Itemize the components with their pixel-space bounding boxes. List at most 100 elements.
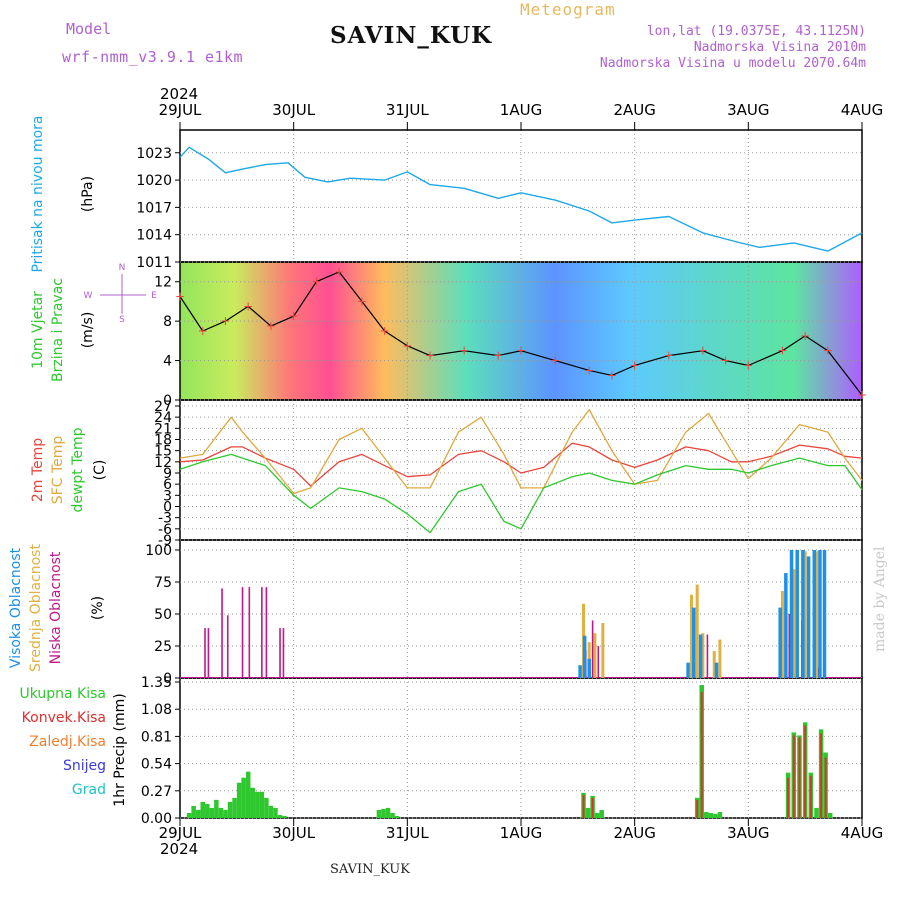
time-label-bottom: 2AUG xyxy=(613,824,655,842)
precip-bar xyxy=(390,812,395,818)
y-tick-label: 1.35 xyxy=(141,675,172,691)
cloud-bar xyxy=(706,634,709,678)
cloud-bar xyxy=(789,550,794,678)
precip-bar xyxy=(191,805,196,818)
y-tick-label: 12 xyxy=(154,455,172,471)
cloud-bar xyxy=(784,573,788,678)
y-tick-label: 0.00 xyxy=(141,811,172,827)
credit-label: made by Angel xyxy=(872,546,888,653)
precip-bar xyxy=(232,797,237,818)
cloud-bar xyxy=(714,662,719,678)
lonlat-label: lon,lat (19.0375E, 43.1125N) xyxy=(646,24,866,39)
year-label-bottom: 2024 xyxy=(160,840,198,858)
precip-bar xyxy=(792,735,795,818)
precip-bar xyxy=(394,815,400,818)
cloud-bar xyxy=(712,651,716,678)
compass-west: W xyxy=(84,291,93,301)
precip-bar xyxy=(700,692,703,818)
precip-bar xyxy=(585,807,591,818)
wind-gust-marker: + xyxy=(800,329,810,343)
temp-unit: (C) xyxy=(92,460,108,481)
cloud-bar xyxy=(780,590,784,678)
precip-bar xyxy=(814,807,819,818)
wind-gust-marker: + xyxy=(243,299,253,313)
temp-label-sfc: SFC Temp xyxy=(50,436,66,505)
wind-gust-marker: + xyxy=(425,349,435,363)
cloud-bar xyxy=(282,628,285,678)
wind-gust-marker: + xyxy=(311,275,321,289)
y-tick-label: 25 xyxy=(154,639,172,655)
y-tick-label: 6 xyxy=(163,477,172,493)
y-tick-label: 1014 xyxy=(136,228,172,244)
precip-bar xyxy=(798,737,801,818)
cloud-bar xyxy=(788,614,791,678)
wind-speed-line xyxy=(179,271,863,396)
precip-label-0: Ukupna Kisa xyxy=(19,686,106,702)
y-tick-label: 9 xyxy=(163,466,172,482)
compass-south: S xyxy=(119,315,125,325)
precip-axis-label: 1hr Precip (mm) xyxy=(112,693,128,806)
precip-bar xyxy=(787,777,790,818)
pressure-unit: (hPa) xyxy=(80,176,96,212)
time-label-bottom: 4AUG xyxy=(841,824,883,842)
y-tick-label: 0 xyxy=(163,500,172,516)
precip-bar xyxy=(227,801,233,818)
y-tick-label: 27 xyxy=(154,399,172,415)
precip-label-3: Snijeg xyxy=(63,758,106,774)
precip-bar xyxy=(273,807,278,818)
y-tick-label: 0.81 xyxy=(141,729,172,745)
model-altitude-label: Nadmorska Visina u modelu 2070.64m xyxy=(599,56,866,71)
y-tick-label: 12 xyxy=(154,275,172,291)
cloud-bar xyxy=(279,628,281,678)
time-label-bottom: 29JUL xyxy=(159,824,202,842)
cloud-bar xyxy=(803,551,807,678)
wind-gust-marker: + xyxy=(607,368,617,382)
temp-label-dew: dewpt Temp xyxy=(70,427,86,512)
cloud-bar xyxy=(806,556,811,678)
precip-label-2: Zaledj.Kisa xyxy=(29,734,106,750)
y-tick-label: 100 xyxy=(145,543,172,559)
model-label: Model xyxy=(66,20,112,38)
temp-line-0 xyxy=(179,442,863,487)
cloud-bar xyxy=(221,588,223,678)
cloud-bar xyxy=(582,635,587,678)
y-tick-label: 1.08 xyxy=(141,702,172,718)
y-tick-label: 18 xyxy=(154,433,172,449)
model-name: wrf-nmm_v3.9.1 e1km xyxy=(62,48,244,66)
pressure-line xyxy=(179,146,863,252)
cloud-bar xyxy=(718,639,722,678)
wind-gust-marker: + xyxy=(698,344,708,358)
time-label-bottom: 30JUL xyxy=(272,824,315,842)
time-label-top: 31JUL xyxy=(386,101,429,119)
wind-gust-marker: + xyxy=(630,359,640,373)
precip-bar xyxy=(250,787,255,818)
cloud-bar xyxy=(701,633,705,678)
wind-label-1: 10m Vjetar xyxy=(30,291,46,369)
wind-gust-marker: + xyxy=(516,344,526,358)
y-tick-label: 1011 xyxy=(136,255,172,271)
precip-bar xyxy=(245,771,251,818)
y-tick-label: 3 xyxy=(163,488,172,504)
y-tick-label: 0.27 xyxy=(141,784,172,800)
wind-unit: (m/s) xyxy=(80,312,96,349)
y-tick-label: 15 xyxy=(154,444,172,460)
wind-gust-marker: + xyxy=(857,388,867,402)
wind-gust-marker: + xyxy=(357,294,367,308)
wind-gust-marker: + xyxy=(459,344,469,358)
time-label-bottom: 3AUG xyxy=(727,824,769,842)
precip-bar xyxy=(820,733,823,818)
cloud-bar xyxy=(248,587,251,678)
wind-gust-marker: + xyxy=(266,319,276,333)
y-tick-label: 21 xyxy=(154,421,172,437)
cloud-bar xyxy=(812,550,817,678)
cloud-bar xyxy=(601,622,605,678)
precip-bar xyxy=(717,811,723,818)
precip-bar xyxy=(385,807,391,818)
precip-bar xyxy=(186,812,192,818)
cloud-bar xyxy=(795,550,799,678)
wind-gust-marker: + xyxy=(777,344,787,358)
cloud-unit: (%) xyxy=(90,596,106,620)
precip-bar xyxy=(209,807,215,818)
precip-bar xyxy=(268,805,274,818)
